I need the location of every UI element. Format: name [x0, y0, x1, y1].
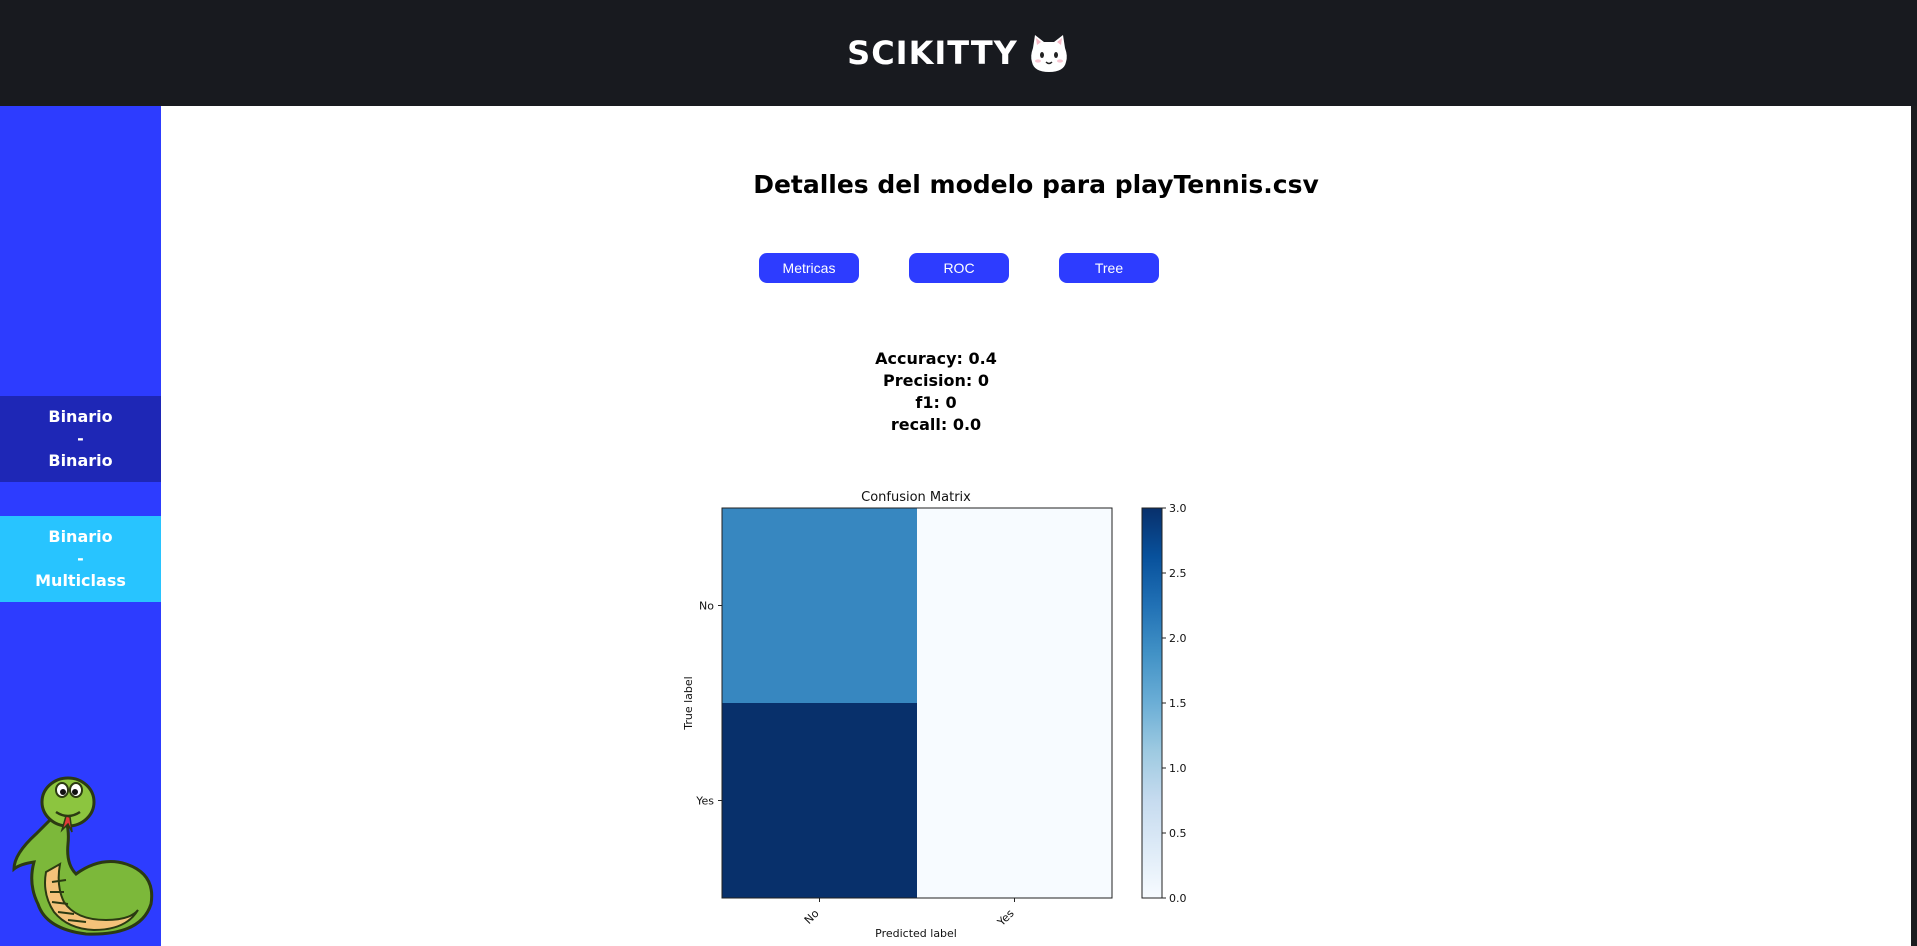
- colorbar-tick-label: 0.0: [1169, 892, 1187, 905]
- metric-value: 0: [945, 393, 957, 412]
- sidebar-item-label: Binario: [48, 527, 113, 546]
- metric-value: 0: [977, 371, 989, 390]
- metric-label: Precision:: [883, 371, 973, 390]
- sidebar-item-separator: -: [77, 549, 84, 568]
- tab-roc[interactable]: ROC: [909, 253, 1009, 283]
- sidebar-item-label: Binario: [48, 451, 113, 470]
- cat-face-icon: [1031, 35, 1067, 72]
- page-title: Detalles del modelo para playTennis.csv: [753, 170, 1319, 199]
- sidebar-item-binario-multiclass[interactable]: Binario - Multiclass: [0, 516, 161, 602]
- cm-cell: [722, 508, 917, 703]
- y-tick-label: No: [699, 600, 714, 613]
- app-title: SCIKITTY: [847, 34, 1018, 72]
- colorbar-tick-label: 3.0: [1169, 502, 1187, 515]
- cm-cell: [917, 703, 1112, 898]
- colorbar-tick-label: 1.5: [1169, 697, 1187, 710]
- tab-bar: Metricas ROC Tree: [759, 253, 1159, 283]
- plot-frame: [721, 507, 1113, 899]
- metric-label: recall:: [890, 415, 948, 434]
- cm-cell: [722, 703, 917, 898]
- tab-metricas[interactable]: Metricas: [759, 253, 859, 283]
- y-tick-label: Yes: [695, 795, 714, 808]
- chart-title: Confusion Matrix: [861, 490, 971, 505]
- y-axis-label: True label: [682, 676, 695, 730]
- colorbar: [1141, 507, 1163, 899]
- app-header: SCIKITTY: [0, 0, 1917, 106]
- metric-value: 0.0: [952, 415, 982, 434]
- sidebar-item-label: Binario: [48, 407, 113, 426]
- metric-value: 0.4: [968, 349, 997, 368]
- metric-label: Accuracy:: [875, 349, 963, 368]
- colorbar-tick-label: 2.0: [1169, 632, 1187, 645]
- colorbar-tick-label: 2.5: [1169, 567, 1187, 580]
- colorbar-tick-label: 1.0: [1169, 762, 1187, 775]
- metric-label: f1:: [915, 393, 940, 412]
- confusion-matrix-chart: Confusion Matrix No Yes No Yes Predicted l…: [682, 490, 1187, 940]
- metrics-panel: Accuracy: 0.4 Precision: 0 f1: 0 recall:…: [161, 348, 1711, 436]
- tab-tree[interactable]: Tree: [1059, 253, 1159, 283]
- sidebar: Binario - Binario Binario - Multiclass: [0, 106, 161, 946]
- sidebar-item-binario-binario[interactable]: Binario - Binario: [0, 396, 161, 482]
- snake-mascot-icon: [12, 776, 154, 936]
- cm-cell: [917, 508, 1112, 703]
- metric-f1: f1: 0: [161, 392, 1711, 414]
- sidebar-item-separator: -: [77, 429, 84, 448]
- sidebar-item-label: Multiclass: [35, 571, 126, 590]
- colorbar-tick-label: 0.5: [1169, 827, 1187, 840]
- brand[interactable]: SCIKITTY: [847, 32, 1070, 74]
- x-axis-label: Predicted label: [875, 927, 957, 940]
- x-tick-label: No: [802, 907, 822, 927]
- metric-precision: Precision: 0: [161, 370, 1711, 392]
- metric-recall: recall: 0.0: [161, 414, 1711, 436]
- x-tick-label: Yes: [994, 907, 1017, 930]
- window-edge: [1911, 106, 1917, 946]
- metric-accuracy: Accuracy: 0.4: [161, 348, 1711, 370]
